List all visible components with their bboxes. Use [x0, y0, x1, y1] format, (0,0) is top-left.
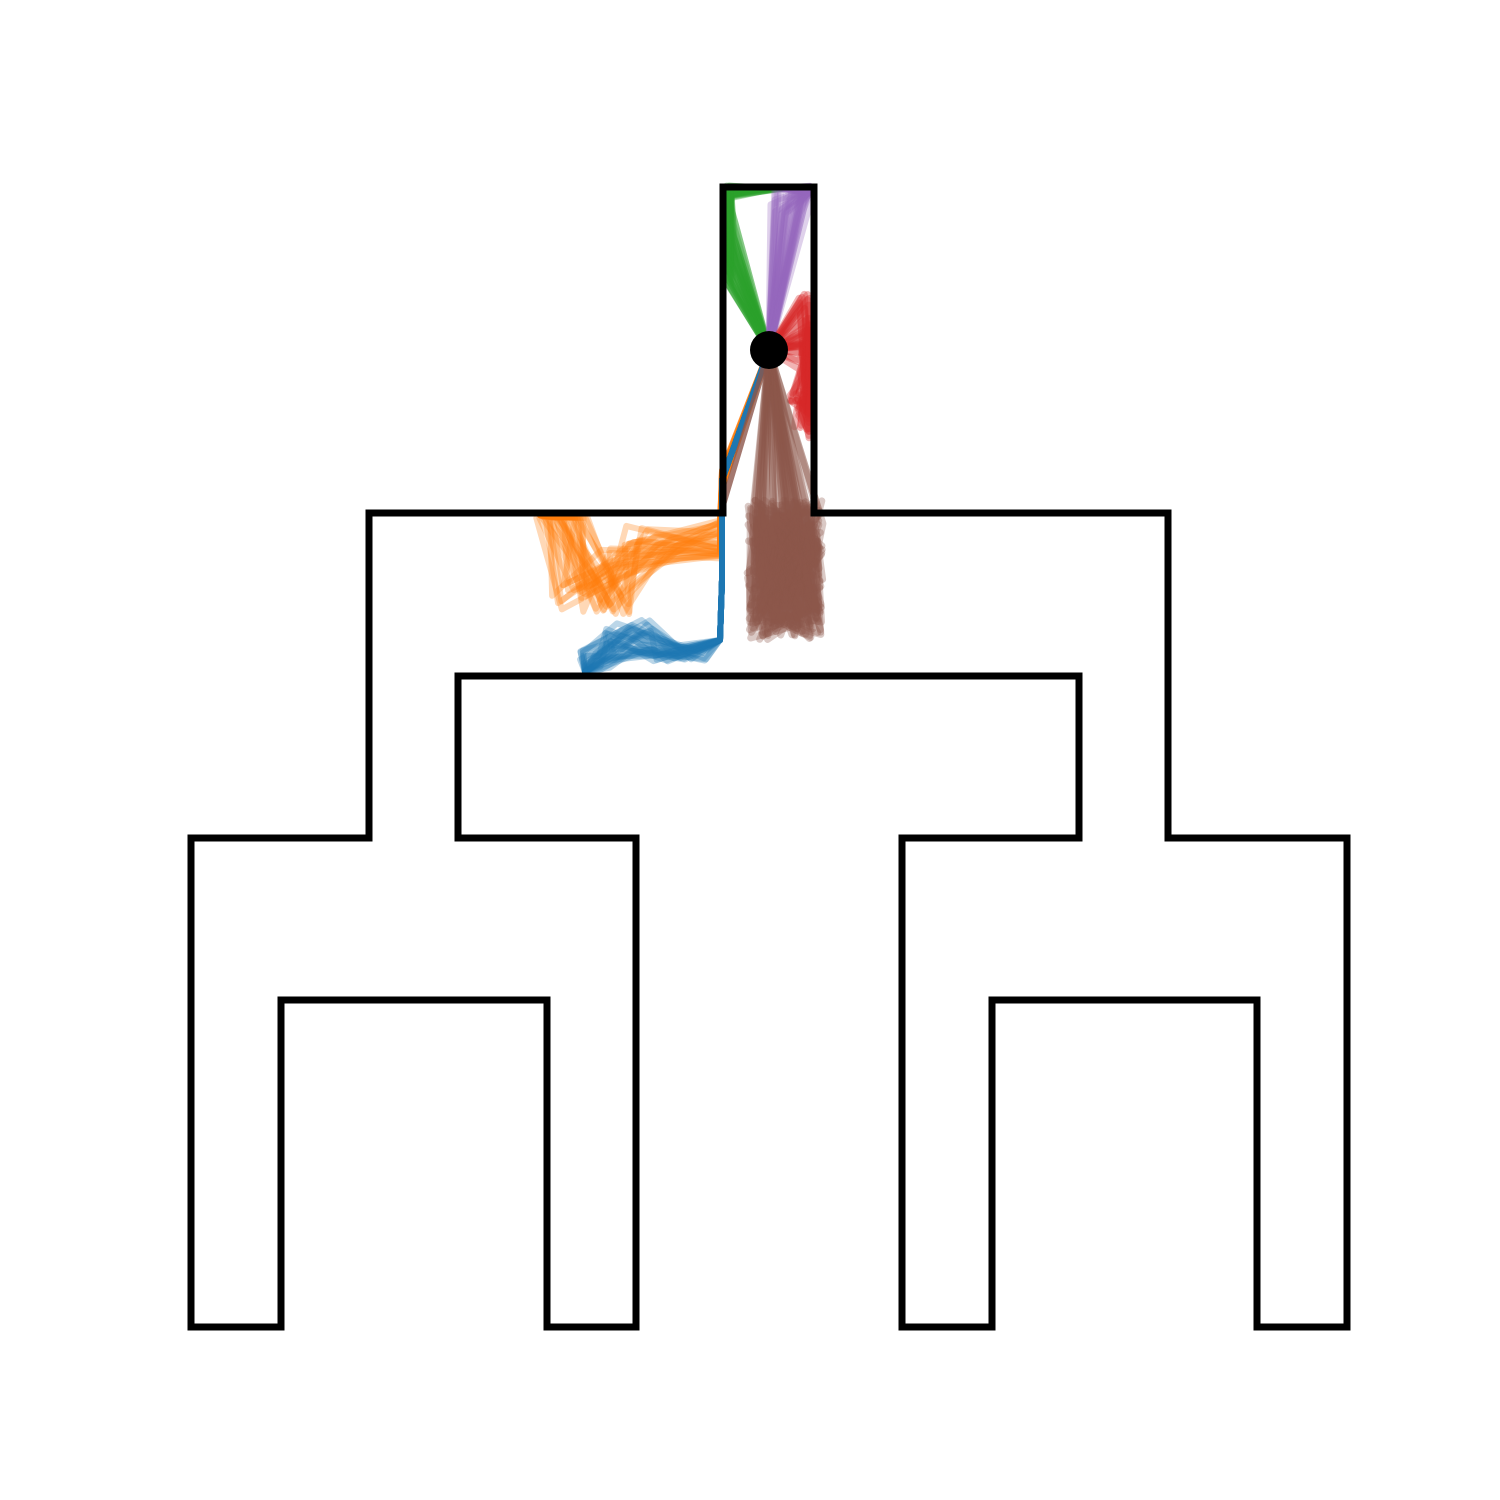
trajectory-brown: [756, 346, 817, 643]
start-position-marker: [750, 331, 788, 369]
trajectory-red: [765, 346, 815, 433]
trajectory-brown: [756, 346, 824, 625]
trajectory-brown: [744, 346, 819, 627]
trajectory-brown: [749, 346, 815, 628]
trajectory-brown: [746, 346, 818, 626]
trajectory-brown: [756, 346, 822, 638]
trajectory-red: [765, 305, 813, 417]
trajectory-red: [765, 332, 813, 405]
trajectory-red: [765, 299, 813, 426]
trajectory-green: [726, 184, 774, 354]
trajectory-green: [727, 184, 784, 354]
trajectory-red: [765, 293, 813, 405]
trajectory-brown: [744, 346, 822, 636]
trajectory-red: [765, 301, 813, 431]
trajectory-brown: [753, 346, 823, 639]
trajectory-green: [725, 184, 773, 354]
trajectory-green: [722, 184, 784, 354]
trajectory-brown: [756, 346, 825, 636]
trajectory-brown: [749, 346, 824, 629]
trajectory-brown: [745, 346, 821, 633]
trajectory-red: [765, 326, 813, 433]
trajectory-green: [721, 184, 773, 354]
trajectory-brown: [752, 346, 806, 635]
trajectory-brown: [748, 346, 827, 625]
trajectory-green: [725, 184, 779, 354]
trajectory-brown: [745, 346, 823, 634]
trajectory-red: [765, 291, 813, 411]
trajectory-brown: [744, 346, 820, 624]
trajectory-red: [765, 326, 813, 400]
trajectory-brown: [746, 346, 824, 640]
trajectory-brown: [750, 346, 804, 639]
trajectory-brown: [754, 346, 823, 633]
trajectory-red: [765, 321, 813, 407]
trajectory-brown: [751, 346, 825, 626]
trajectory-brown: [765, 346, 827, 628]
trajectory-red: [765, 332, 813, 408]
trajectory-green: [723, 184, 789, 354]
trajectory-green: [721, 184, 773, 354]
trajectory-brown: [743, 346, 805, 634]
trajectory-brown: [748, 346, 807, 639]
trajectory-green: [722, 184, 789, 354]
trajectory-red: [765, 290, 813, 435]
trajectory-brown: [759, 346, 821, 636]
trajectory-red: [765, 340, 813, 399]
trajectory-green: [724, 184, 773, 354]
trajectory-brown: [754, 346, 825, 605]
trajectory-brown: [751, 346, 820, 637]
trajectory-brown: [758, 346, 826, 643]
trajectory-brown: [748, 346, 824, 639]
trajectory-brown: [757, 346, 826, 632]
trajectory-brown: [749, 346, 826, 629]
trajectory-red: [765, 314, 813, 439]
trajectory-brown: [745, 346, 825, 636]
trajectory-brown: [745, 346, 822, 623]
trajectory-red: [765, 294, 813, 442]
trajectory-brown: [745, 346, 823, 638]
trajectory-brown: [748, 346, 806, 640]
trajectory-red: [765, 346, 815, 417]
trajectory-brown: [765, 346, 811, 630]
trajectory-green: [725, 184, 773, 354]
trajectory-brown: [747, 346, 823, 642]
trajectory-brown: [746, 346, 819, 614]
trajectory-purple: [765, 184, 814, 354]
trajectory-green: [724, 184, 773, 354]
trajectory-brown: [756, 346, 824, 618]
trajectory-brown: [753, 346, 811, 631]
trajectory-red: [765, 338, 813, 404]
trajectory-brown: [757, 346, 817, 633]
maze-outline: [187, 183, 1351, 1331]
trajectory-red: [765, 320, 813, 429]
trajectory-red: [765, 296, 814, 410]
trajectory-red: [765, 340, 815, 415]
trajectory-red: [765, 317, 813, 397]
trajectory-green: [725, 184, 785, 354]
trajectory-brown: [748, 346, 822, 639]
trajectory-brown: [765, 346, 825, 638]
trajectory-brown: [720, 347, 772, 508]
trajectory-red: [765, 338, 813, 397]
trajectory-brown: [750, 346, 826, 631]
trajectory-brown: [754, 346, 825, 630]
trajectory-red: [765, 294, 813, 396]
